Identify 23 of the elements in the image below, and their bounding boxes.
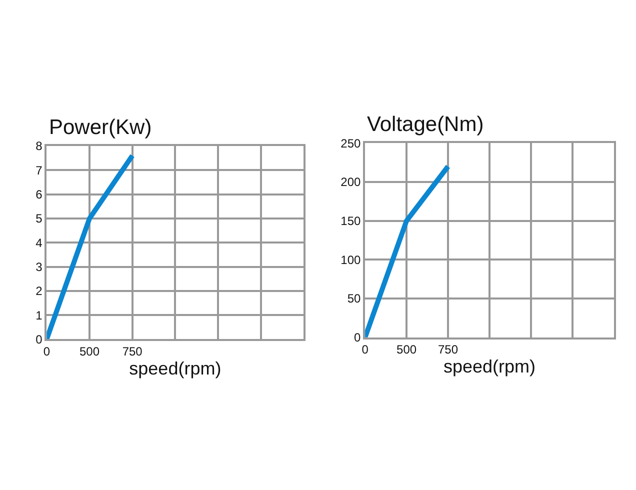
x-axis-title: speed(rpm) [129,358,222,379]
y-tick-label: 1 [36,308,43,322]
y-tick-label: 0 [36,332,43,346]
y-tick-label: 150 [340,214,361,228]
y-tick-label: 50 [347,292,361,306]
x-axis-title: speed(rpm) [443,356,536,377]
y-tick-label: 4 [36,236,43,250]
y-tick-label: 100 [340,252,361,267]
y-tick-label: 200 [340,175,361,190]
y-tick-label: 6 [36,188,43,202]
y-tick-label: 3 [36,260,43,274]
y-tick-label: 250 [340,136,361,150]
chart-title: Voltage(Nm) [367,113,484,136]
y-tick-label: 0 [354,330,361,345]
y-tick-label: 5 [36,212,43,226]
chart-title: Power(Kw) [49,116,152,139]
y-tick-label: 2 [36,284,43,298]
x-tick-label: 750 [122,344,143,359]
x-tick-label: 500 [79,344,100,359]
y-tick-label: 8 [36,139,43,154]
y-tick-label: 7 [36,163,43,178]
x-tick-label: 750 [438,342,458,357]
x-tick-label: 500 [396,342,417,357]
